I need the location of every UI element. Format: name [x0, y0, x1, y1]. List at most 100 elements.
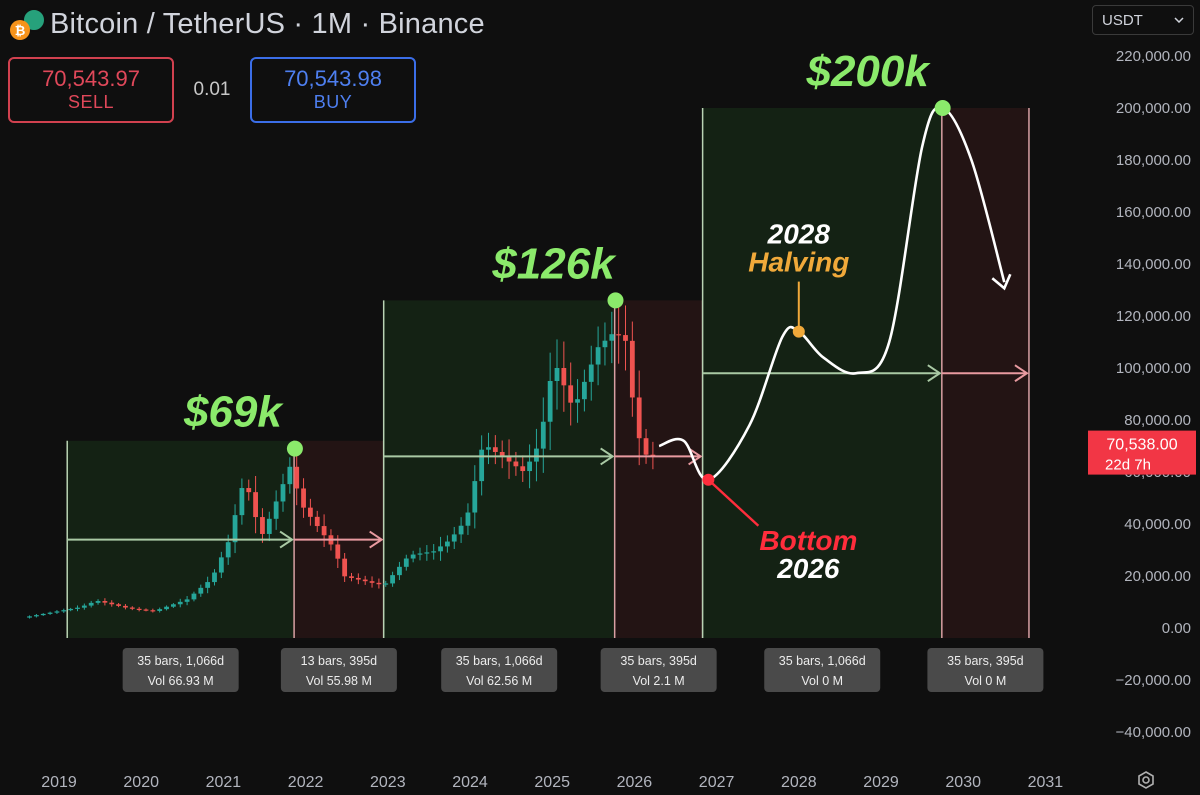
price-axis[interactable]: 220,000.00 200,000.00 180,000.00 160,000.00…	[1116, 48, 1192, 741]
candle-body	[609, 334, 615, 341]
symbol-title[interactable]: Bitcoin / TetherUS · 1M · Binance	[50, 7, 485, 40]
current-price-tag: 70,538.00 22d 7h	[1088, 430, 1196, 475]
candle-body	[561, 368, 567, 386]
candle-body	[301, 488, 306, 508]
candle-body	[95, 601, 101, 603]
candle-body	[314, 516, 320, 527]
measurement-box	[280, 648, 397, 692]
candle-body	[335, 544, 341, 559]
settings-gear-icon[interactable]	[1136, 770, 1156, 790]
x-tick-label: 2024	[452, 774, 488, 791]
candle-body	[109, 602, 115, 605]
measurement-text: Vol 55.98 M	[306, 674, 372, 688]
candle-body	[554, 368, 560, 381]
symbol-logo[interactable]: ₿	[8, 6, 46, 42]
candle-body	[403, 558, 409, 567]
candle-body	[458, 525, 464, 535]
candle-body	[410, 554, 416, 559]
marker-points	[286, 100, 951, 486]
y-tick-label: 220,000.00	[1116, 48, 1191, 65]
candle-body	[27, 616, 32, 618]
candle-body	[581, 381, 587, 400]
candle-body	[540, 421, 546, 449]
candle-body	[623, 335, 628, 341]
sell-button[interactable]: 70,543.97 SELL	[8, 57, 174, 123]
x-tick-label: 2023	[370, 774, 406, 791]
measurement-box	[600, 648, 717, 692]
sell-label: SELL	[67, 92, 115, 112]
measurement-text: 35 bars, 1,066d	[137, 654, 224, 668]
measurement-box	[927, 648, 1044, 692]
candle-body	[362, 579, 368, 582]
candle-body	[643, 438, 649, 455]
candle-body	[294, 466, 300, 489]
measurement-text: Vol 2.1 M	[633, 674, 685, 688]
halving-label: Halving	[748, 247, 849, 278]
measurement-text: 35 bars, 1,066d	[779, 654, 866, 668]
candle-body	[492, 447, 498, 452]
currency-label: USDT	[1102, 11, 1143, 29]
candle-body	[184, 599, 190, 602]
candle-body	[602, 340, 608, 348]
x-tick-label: 2028	[781, 774, 817, 791]
candle-body	[376, 582, 382, 585]
peak-label: $69k	[183, 388, 284, 437]
price-tag-bg	[1088, 430, 1196, 475]
currency-selector[interactable]: USDT	[1092, 5, 1194, 35]
candle-body	[424, 552, 430, 554]
candle-body	[40, 613, 46, 616]
trade-panel: 70,543.97 SELL 0.01 70,543.98 BUY	[8, 57, 416, 123]
buy-button[interactable]: 70,543.98 BUY	[250, 57, 416, 123]
candle-body	[321, 526, 327, 536]
candle-body	[629, 340, 635, 398]
candle-body	[636, 397, 642, 439]
y-tick-label: 200,000.00	[1116, 100, 1191, 117]
candle-body	[116, 604, 121, 606]
candle-body	[218, 557, 224, 573]
x-tick-label: 2030	[945, 774, 981, 791]
y-tick-label: 40,000.00	[1124, 516, 1191, 533]
candle-body	[81, 605, 87, 608]
candle-body	[575, 399, 580, 403]
measurement-text: 13 bars, 395d	[301, 654, 377, 668]
peak-label: $200k	[805, 47, 931, 96]
candle-body	[246, 488, 252, 493]
candle-body	[266, 518, 272, 534]
y-tick-label: 20,000.00	[1124, 568, 1191, 585]
candle-body	[506, 456, 512, 462]
candle-body	[253, 492, 258, 518]
buy-price: 70,543.98	[284, 66, 382, 91]
projection-arrow-head	[991, 273, 1012, 291]
candle-body	[157, 609, 163, 611]
candle-body	[198, 587, 204, 594]
bottom-pointer	[707, 478, 760, 527]
measurement-text: 35 bars, 1,066d	[456, 654, 543, 668]
candle-body	[205, 582, 211, 588]
candle-body	[170, 604, 176, 607]
candle-body	[232, 515, 238, 543]
candle-body	[451, 534, 457, 542]
candle-body	[68, 608, 74, 611]
candle-body	[568, 385, 574, 403]
candle-body	[438, 546, 443, 552]
peak-marker	[607, 292, 624, 309]
spread-value: 0.01	[193, 79, 231, 100]
candle-body	[239, 488, 245, 516]
candle-body	[431, 551, 437, 553]
candle-body	[479, 449, 485, 482]
candle-body	[513, 461, 519, 467]
green-zone	[383, 300, 615, 638]
candle-body	[595, 347, 601, 365]
arrow-head	[927, 364, 942, 383]
time-axis[interactable]: 2019 2020 2021 2022 2023 2024 2025 2026 2027 2028…	[41, 774, 1063, 791]
candle-body	[33, 615, 39, 617]
chevron-down-icon	[1174, 17, 1184, 23]
cycle-arrows	[67, 364, 1029, 549]
measurement-box	[441, 648, 558, 692]
candle-body	[143, 609, 149, 611]
candle-body	[260, 517, 265, 534]
y-tick-label: 140,000.00	[1116, 256, 1191, 273]
arrow-head	[369, 530, 384, 549]
measurement-text: Vol 0 M	[965, 674, 1007, 688]
